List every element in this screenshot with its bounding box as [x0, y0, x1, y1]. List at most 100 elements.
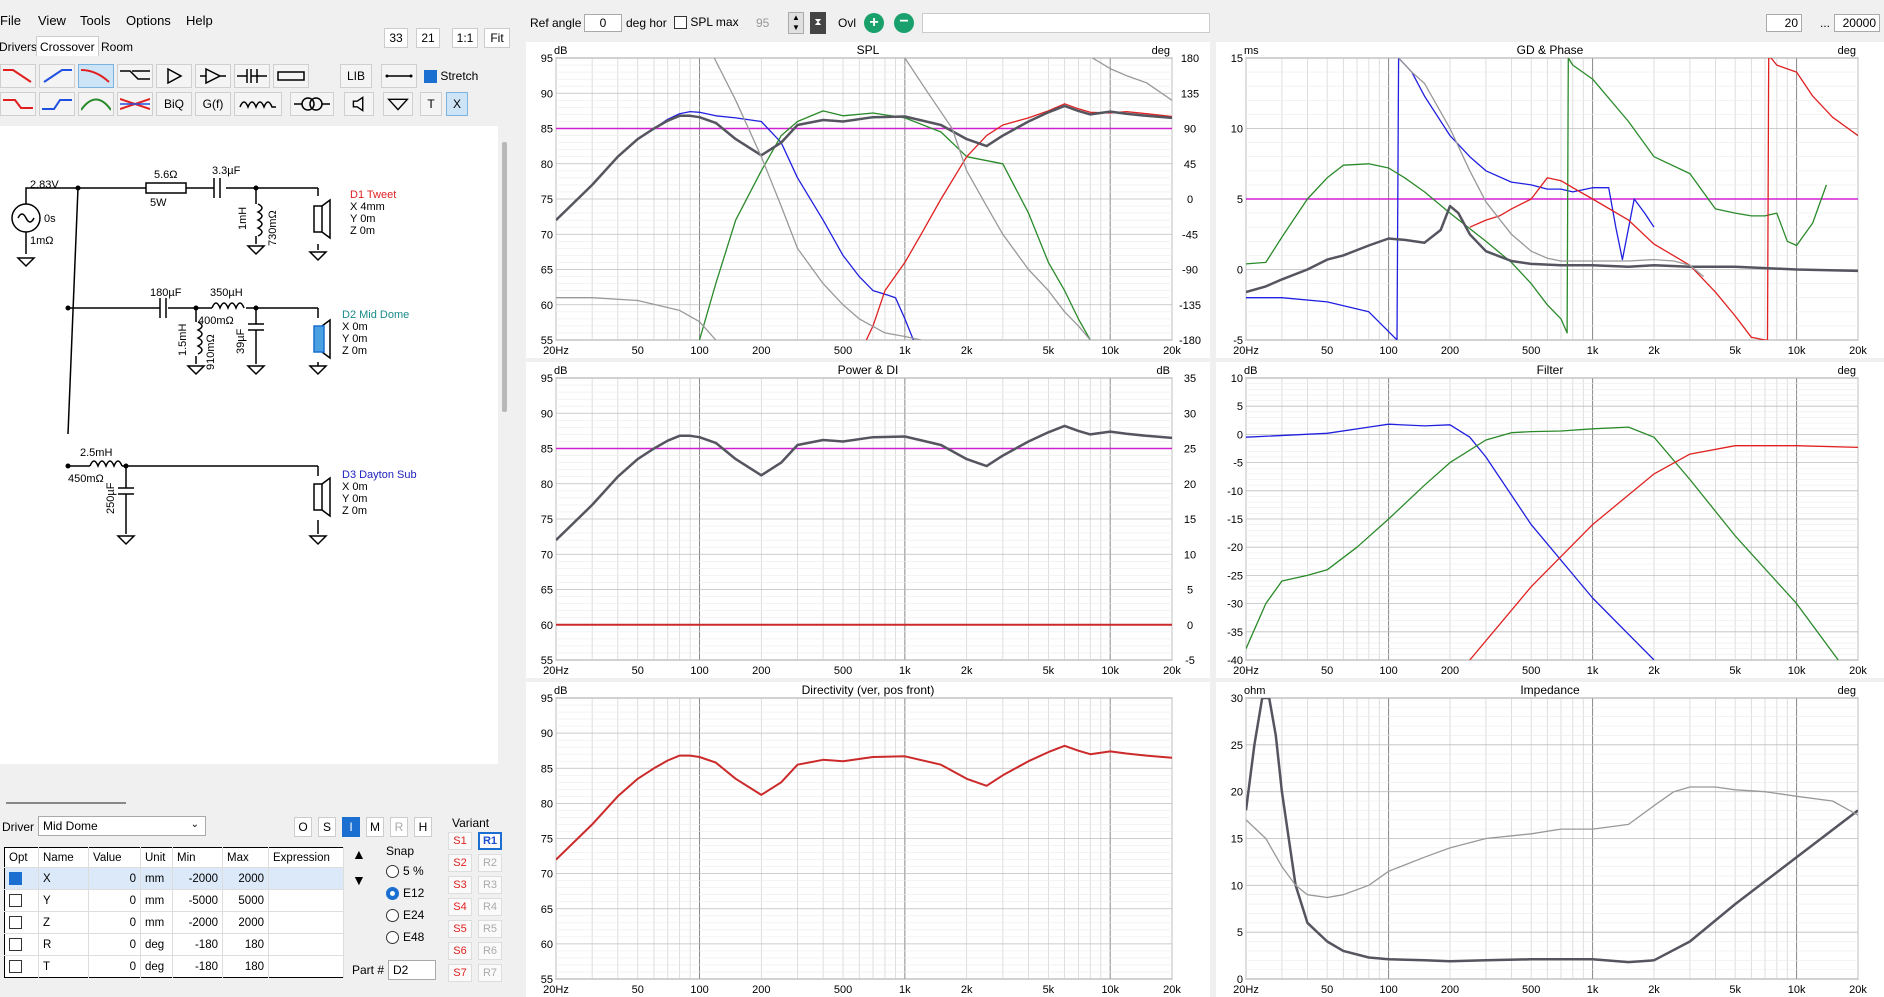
menu-file[interactable]: File [0, 13, 21, 28]
mode-o-button[interactable]: O [294, 817, 312, 837]
param-expression[interactable] [268, 933, 344, 956]
spin-updown-icon[interactable]: ▲ ▼ [788, 12, 804, 34]
param-max[interactable]: 2000 [222, 911, 269, 934]
tab-room[interactable]: Room [101, 40, 134, 54]
spl-max-value[interactable]: 95 [756, 16, 770, 30]
table-row[interactable]: Y 0 mm -5000 5000 [4, 889, 344, 912]
highpass2-red-tool[interactable] [0, 92, 36, 116]
spl-chart-panel[interactable]: 95 90 85 80 75 70 65 60 55 180 135 90 45 0 -45 -90 -135 -… [526, 42, 1210, 358]
gd-phase-chart-panel[interactable]: 15 10 5 0 -5 20Hz 50 100 200 500 1k 2k 5k 10k 20k GD & … [1216, 42, 1884, 358]
lowpass-blue-tool[interactable] [39, 64, 75, 88]
stretch-checkbox[interactable]: Stretch [424, 69, 478, 84]
variant-r1-button[interactable]: R1 [478, 832, 502, 850]
ground-tool[interactable] [383, 92, 413, 116]
transformer-tool[interactable] [290, 92, 334, 116]
param-min[interactable]: -2000 [172, 867, 223, 890]
param-expression[interactable] [268, 867, 344, 890]
mode-i-button[interactable]: I [342, 817, 360, 837]
variant-r7-button[interactable]: R7 [478, 964, 502, 982]
param-min[interactable]: -2000 [172, 911, 223, 934]
power-di-chart-panel[interactable]: 95 90 85 80 75 70 65 60 55 35 30 25 20 15 10 5 0 -5 20Hz 50… [526, 362, 1210, 678]
zoom-y-field[interactable]: 21 [416, 28, 440, 48]
wire-tool[interactable] [381, 64, 417, 88]
param-expression[interactable] [268, 911, 344, 934]
menu-tools[interactable]: Tools [80, 13, 111, 28]
remove-overlay-icon[interactable]: − [894, 13, 914, 33]
ref-angle-input[interactable]: 0 [584, 14, 622, 32]
opt-checkbox[interactable] [9, 894, 22, 907]
param-expression[interactable] [268, 889, 344, 912]
zoom-1to1-button[interactable]: 1:1 [452, 28, 478, 48]
directivity-chart-panel[interactable]: 95 90 85 80 75 70 65 60 55 20Hz 50 100 200 500 1k 2k 5k 1… [526, 682, 1210, 997]
param-value[interactable]: 0 [88, 867, 141, 890]
bandpass-green-tool[interactable] [78, 92, 114, 116]
variant-r6-button[interactable]: R6 [478, 942, 502, 960]
opt-checkbox[interactable] [9, 916, 22, 929]
variant-s7-button[interactable]: S7 [448, 964, 472, 982]
bandpass-red-tool[interactable] [78, 64, 114, 88]
variant-s2-button[interactable]: S2 [448, 854, 472, 872]
menu-options[interactable]: Options [126, 13, 171, 28]
param-max[interactable]: 180 [222, 933, 269, 956]
text-tool[interactable]: T [420, 92, 442, 116]
spl-max-checkbox[interactable]: SPL max [674, 15, 739, 30]
table-row[interactable]: X 0 mm -2000 2000 [4, 867, 344, 890]
param-min[interactable]: -180 [172, 933, 223, 956]
speaker-tool[interactable] [344, 92, 374, 116]
schematic-scrollbar[interactable] [502, 142, 507, 412]
table-row[interactable]: R 0 deg -180 180 [4, 933, 344, 956]
menu-view[interactable]: View [38, 13, 66, 28]
biquad-button[interactable]: BiQ [156, 92, 192, 116]
cross-filter-tool[interactable] [117, 92, 153, 116]
param-min[interactable]: -5000 [172, 889, 223, 912]
overlay-field[interactable] [922, 13, 1210, 33]
param-max[interactable]: 180 [222, 955, 269, 978]
mode-h-button[interactable]: H [414, 817, 432, 837]
add-overlay-icon[interactable]: + [864, 13, 884, 33]
snap-e48-option[interactable]: E48 [386, 930, 424, 945]
variant-s3-button[interactable]: S3 [448, 876, 472, 894]
horizontal-splitter[interactable] [6, 802, 126, 804]
mode-m-button[interactable]: M [366, 817, 384, 837]
snap-e12-option[interactable]: E12 [386, 886, 424, 901]
driver-select[interactable]: Mid Dome ⌄ [38, 816, 206, 836]
capacitor-pair-tool[interactable] [234, 64, 270, 88]
variant-r2-button[interactable]: R2 [478, 854, 502, 872]
freq-max-input[interactable]: 20000 [1834, 14, 1880, 32]
snap-5pct-option[interactable]: 5 % [386, 864, 424, 879]
highpass-red-tool[interactable] [0, 64, 36, 88]
param-min[interactable]: -180 [172, 955, 223, 978]
param-value[interactable]: 0 [88, 933, 141, 956]
hourglass-icon[interactable]: ⧗ [810, 12, 826, 34]
resistor-tool[interactable] [273, 64, 309, 88]
tab-crossover[interactable]: Crossover [36, 36, 99, 56]
freq-min-input[interactable]: 20 [1766, 14, 1802, 32]
opt-checkbox[interactable] [9, 960, 22, 973]
snap-e24-option[interactable]: E24 [386, 908, 424, 923]
shelf-blue-tool[interactable] [39, 92, 75, 116]
table-row[interactable]: T 0 deg -180 180 [4, 955, 344, 978]
variant-r5-button[interactable]: R5 [478, 920, 502, 938]
filter-chart-panel[interactable]: 10 5 0 -5 -10 -15 -20 -25 -30 -35 -40 20Hz 50 100 200 5… [1216, 362, 1884, 678]
variant-s6-button[interactable]: S6 [448, 942, 472, 960]
amplifier-tool[interactable] [195, 64, 231, 88]
variant-r4-button[interactable]: R4 [478, 898, 502, 916]
move-down-icon[interactable]: ▼ [352, 872, 366, 888]
gf-button[interactable]: G(f) [195, 92, 231, 116]
param-max[interactable]: 5000 [222, 889, 269, 912]
param-value[interactable]: 0 [88, 889, 141, 912]
param-expression[interactable] [268, 955, 344, 978]
mode-s-button[interactable]: S [318, 817, 336, 837]
opt-checkbox[interactable] [9, 938, 22, 951]
variant-s1-button[interactable]: S1 [448, 832, 472, 850]
buffer-tool[interactable] [156, 64, 192, 88]
param-value[interactable]: 0 [88, 955, 141, 978]
lib-button[interactable]: LIB [340, 64, 372, 88]
impedance-chart-panel[interactable]: 30 25 20 15 10 5 0 20Hz 50 100 200 500 1k 2k 5k 10k 20k I… [1216, 682, 1884, 997]
menu-help[interactable]: Help [186, 13, 213, 28]
